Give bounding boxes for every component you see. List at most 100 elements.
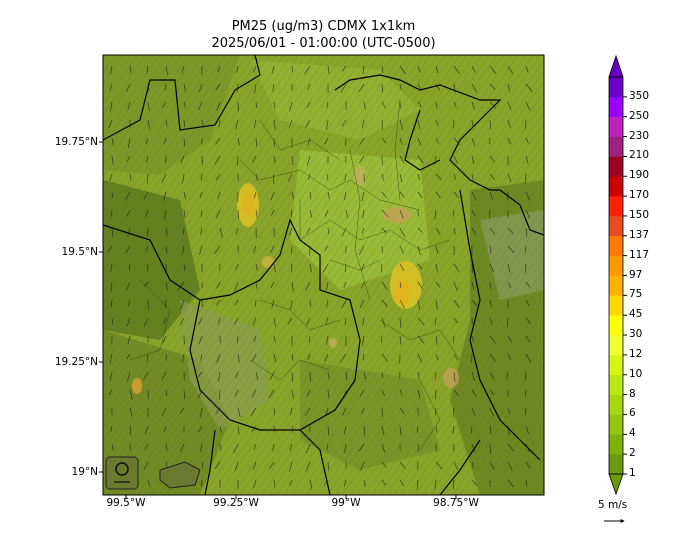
municipal-boundaries <box>129 99 461 451</box>
wind-vector <box>165 227 168 236</box>
wind-vector <box>183 137 185 147</box>
wind-vector <box>471 443 476 453</box>
wind-vector <box>326 335 329 345</box>
wind-vector <box>381 83 384 93</box>
wind-vector <box>129 425 132 436</box>
wind-vector <box>343 479 347 487</box>
wind-vector <box>127 137 131 148</box>
wind-vector <box>381 281 388 290</box>
wind-vector <box>525 137 529 144</box>
wind-vector <box>435 173 442 181</box>
wind-vector <box>198 317 203 325</box>
wind-vector <box>163 317 167 325</box>
wind-vector <box>164 83 167 91</box>
wind-vector <box>163 191 167 202</box>
wind-vector <box>417 155 424 164</box>
wind-vector <box>253 443 257 450</box>
wind-vector <box>146 65 149 74</box>
wind-vector <box>525 425 529 434</box>
wind-vector <box>183 191 187 200</box>
wind-vector <box>111 137 114 146</box>
wind-vector <box>324 245 329 252</box>
wind-vector <box>291 155 294 165</box>
wind-vector <box>507 479 514 488</box>
wind-vector <box>417 83 422 91</box>
wind-vector <box>147 479 150 487</box>
wind-vector <box>273 353 277 363</box>
wind-vector <box>273 155 276 163</box>
wind-vector <box>489 461 495 470</box>
wind-vector <box>435 65 439 74</box>
wind-vector <box>453 65 460 74</box>
wind-vector <box>305 119 311 128</box>
wind-vector <box>142 371 149 381</box>
wind-vector <box>381 479 387 486</box>
wind-vector <box>344 317 347 325</box>
wind-vector <box>165 245 168 254</box>
wind-vector <box>399 119 403 130</box>
wind-vector <box>324 353 329 362</box>
wind-vector <box>399 299 406 309</box>
wind-vector <box>326 119 329 130</box>
wind-vector <box>452 425 455 434</box>
colorbar-extend-min <box>608 473 624 496</box>
wind-vector <box>327 227 330 235</box>
wind-vector <box>417 101 422 108</box>
wind-vector <box>109 353 113 364</box>
wind-vector <box>471 263 474 274</box>
lat-label-19: 19°N <box>71 466 98 478</box>
colorbar-segment <box>609 394 623 415</box>
wind-vector <box>507 173 512 183</box>
wind-vector <box>164 209 167 220</box>
wind-vector <box>143 191 149 200</box>
wind-vector <box>344 191 347 201</box>
wind-vector <box>525 191 531 201</box>
wind-vector <box>358 443 365 452</box>
wind-vector <box>269 371 275 380</box>
wind-vector <box>197 389 203 399</box>
lon-label-9875: 98.75°W <box>433 497 479 509</box>
wind-vector <box>471 479 478 487</box>
wind-vector <box>381 371 384 379</box>
wind-vector <box>126 209 131 217</box>
wind-vector <box>453 317 458 324</box>
sedema-logo <box>105 456 139 490</box>
wind-vector <box>254 299 257 307</box>
wind-vector <box>252 155 257 163</box>
wind-vector <box>252 461 257 470</box>
wind-vector <box>305 443 311 454</box>
wind-vector <box>214 155 221 165</box>
wind-vector <box>305 407 311 416</box>
wind-vector <box>219 389 221 400</box>
wind-vector <box>291 281 294 292</box>
wind-vector <box>471 83 478 93</box>
wind-vector <box>127 299 131 306</box>
wind-vector <box>453 353 459 361</box>
wind-vector <box>507 407 511 415</box>
wind-vector <box>109 83 113 92</box>
wind-vector <box>127 227 131 237</box>
wind-vector <box>507 65 514 75</box>
colorbar-segment <box>609 414 623 435</box>
wind-vector <box>323 479 329 486</box>
wind-vector <box>399 335 402 345</box>
wind-vector <box>525 227 528 237</box>
wind-vector <box>198 83 203 93</box>
wind-vector <box>507 83 511 92</box>
wind-vector <box>489 389 495 396</box>
wind-vector <box>179 443 185 452</box>
colorbar-label: 170 <box>629 189 650 202</box>
wind-vector <box>163 425 167 433</box>
wind-vector <box>453 227 456 235</box>
colorbar-label: 4 <box>629 427 636 440</box>
wind-vector <box>399 461 406 469</box>
wind-vector <box>381 137 387 144</box>
wind-vector <box>305 461 311 472</box>
wind-vector <box>435 389 437 400</box>
wind-vector <box>233 443 239 453</box>
wind-vector <box>289 461 293 472</box>
wind-vector <box>129 407 133 417</box>
wind-vector <box>110 101 113 112</box>
wind-vector <box>525 65 529 73</box>
wind-vector <box>341 119 347 127</box>
